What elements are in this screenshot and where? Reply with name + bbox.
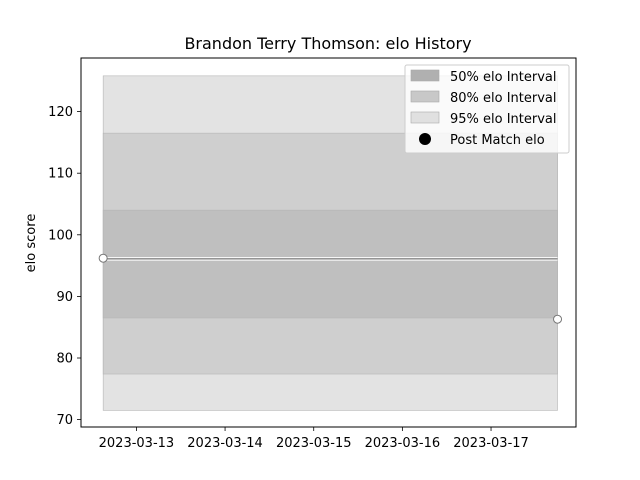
legend-label: 80% elo Interval: [450, 91, 557, 106]
y-tick-label: 110: [48, 167, 73, 182]
x-axis: 2023-03-13 2023-03-14 2023-03-15 2023-03-16…: [99, 427, 529, 451]
legend-label: Post Match elo: [450, 133, 545, 148]
y-tick-label: 100: [48, 228, 73, 243]
y-tick-label: 90: [56, 290, 73, 305]
legend-swatch: [410, 69, 440, 82]
y-tick-label: 70: [56, 413, 73, 428]
post-match-points: [98, 253, 563, 324]
legend-swatch: [410, 111, 440, 124]
y-tick-label: 120: [48, 105, 73, 120]
y-tick-label: 80: [56, 352, 73, 367]
legend-label: 95% elo Interval: [450, 112, 557, 127]
x-tick-label: 2023-03-15: [276, 436, 352, 451]
legend-label: 50% elo Interval: [450, 70, 557, 85]
x-tick-label: 2023-03-16: [365, 436, 441, 451]
band-50-elo-interval: [102, 209, 558, 319]
y-axis-label: elo score: [24, 214, 39, 273]
plot-frame: [80, 57, 577, 428]
legend: 50% elo Interval 80% elo Interval 95% elo …: [404, 64, 570, 154]
x-tick-label: 2023-03-13: [99, 436, 175, 451]
legend-frame: [404, 64, 570, 154]
x-tick-label: 2023-03-17: [453, 436, 529, 451]
chart-title: Brandon Terry Thomson: elo History: [184, 34, 471, 53]
y-axis: 70 80 90 100 110 120: [48, 105, 81, 428]
legend-marker: [419, 133, 431, 145]
legend-swatch: [410, 90, 440, 103]
post-match-point: [98, 253, 108, 263]
post-match-point: [553, 314, 563, 324]
x-tick-label: 2023-03-14: [187, 436, 263, 451]
